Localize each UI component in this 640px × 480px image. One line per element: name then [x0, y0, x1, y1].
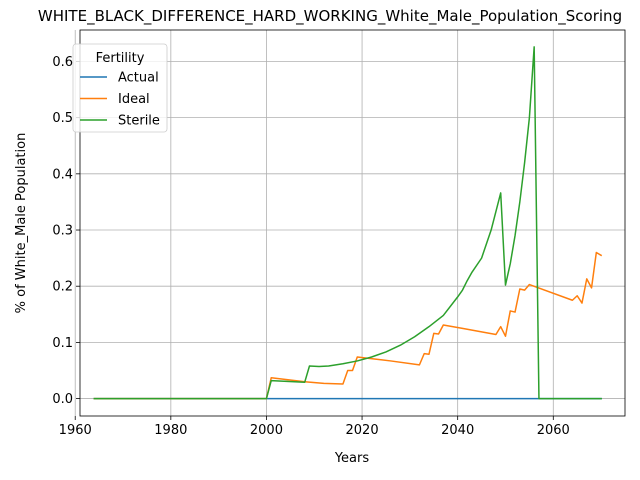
series-line-ideal [93, 251, 603, 400]
y-tick-label: 0.4 [52, 167, 73, 182]
y-axis-label: % of White_Male Population [14, 133, 29, 314]
x-tick-label: 2020 [346, 423, 379, 438]
chart-title: WHITE_BLACK_DIFFERENCE_HARD_WORKING_Whit… [38, 7, 622, 26]
legend-box [72, 43, 168, 133]
legend-title: Fertility [96, 51, 145, 66]
y-tick-label: 0.3 [52, 224, 73, 239]
series-layer [93, 46, 603, 400]
legend-label-actual: Actual [118, 71, 159, 86]
legend-entries: Actual Ideal Sterile [80, 71, 160, 129]
legend: Fertility Actual Ideal Sterile [72, 43, 168, 133]
y-tick-label: 0.0 [52, 392, 73, 407]
y-tick-label: 0.5 [52, 111, 73, 126]
y-tick-label: 0.1 [52, 336, 73, 351]
x-tick-label: 2040 [441, 423, 474, 438]
y-tick-label: 0.2 [52, 280, 73, 295]
x-tick-label: 2000 [250, 423, 283, 438]
plot-frame [79, 29, 626, 417]
legend-label-ideal: Ideal [118, 92, 150, 107]
legend-label-sterile: Sterile [118, 114, 160, 129]
series-line-sterile [93, 46, 602, 400]
y-axis: 0.0 0.1 0.2 0.3 0.4 0.5 0.6 [52, 55, 80, 407]
x-tick-label: 1960 [59, 423, 92, 438]
x-tick-label: 2060 [537, 423, 570, 438]
grid [74, 30, 625, 416]
x-axis: 1960 1980 2000 2020 2040 2060 [59, 416, 570, 438]
x-axis-label: Years [334, 451, 370, 466]
x-tick-label: 1980 [154, 423, 187, 438]
y-tick-label: 0.6 [52, 55, 73, 70]
